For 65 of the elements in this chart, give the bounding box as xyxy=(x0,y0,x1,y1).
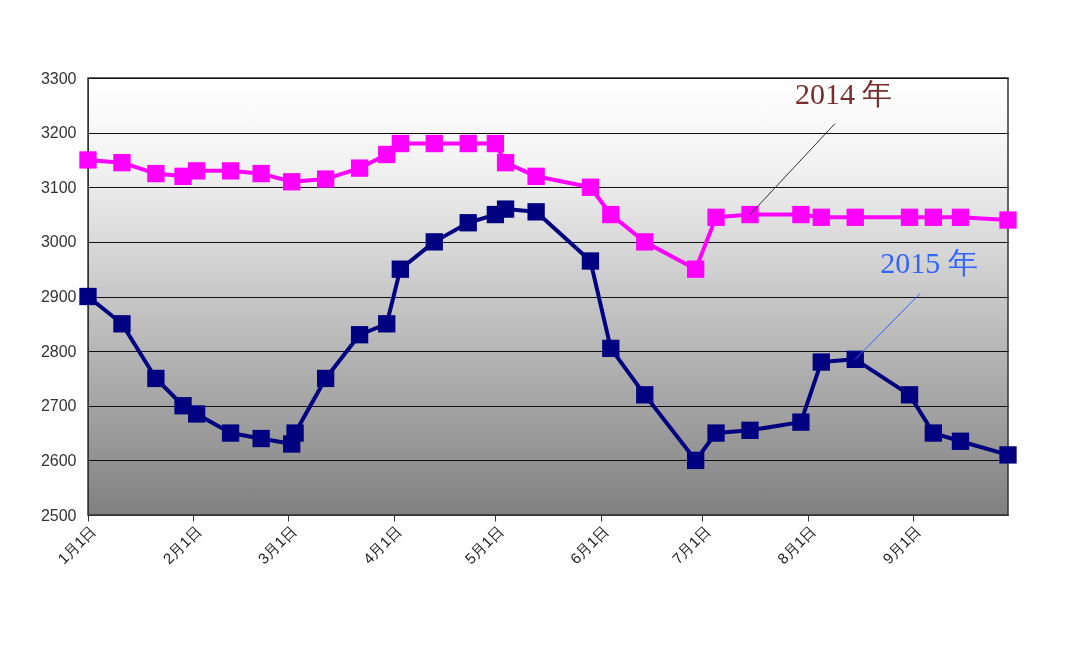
x-tick-label: 8月1日 xyxy=(773,522,819,568)
point xyxy=(900,386,919,404)
text: 2014 年 xyxy=(794,76,893,110)
x-tick-label: 9月1日 xyxy=(879,522,925,568)
point xyxy=(459,214,477,232)
point xyxy=(378,315,396,333)
point xyxy=(286,424,304,442)
y-tick-label: 3200 xyxy=(40,124,77,142)
y-tick-label: 3300 xyxy=(40,69,77,87)
point xyxy=(999,211,1017,229)
point xyxy=(792,205,810,224)
point xyxy=(496,200,515,218)
point xyxy=(951,208,970,226)
point xyxy=(687,451,705,470)
y-tick-label: 2800 xyxy=(40,342,77,360)
point xyxy=(636,386,654,404)
point xyxy=(425,233,443,251)
point xyxy=(951,432,970,450)
point xyxy=(316,170,335,188)
point xyxy=(741,205,759,224)
point xyxy=(846,350,864,368)
point xyxy=(391,134,409,153)
point xyxy=(527,167,545,185)
x-tick-label: 1月1日 xyxy=(54,522,100,568)
x-tick-label: 2月1日 xyxy=(159,522,205,568)
point xyxy=(581,252,600,270)
point xyxy=(283,173,301,191)
point xyxy=(636,233,654,251)
point xyxy=(924,424,942,442)
point xyxy=(350,159,369,177)
point xyxy=(812,208,830,226)
point xyxy=(425,134,443,153)
point xyxy=(391,260,409,278)
x-tick-label: 3月1日 xyxy=(254,522,300,568)
point xyxy=(581,178,600,196)
y-tick-label: 3100 xyxy=(40,178,77,196)
point xyxy=(350,326,369,344)
point xyxy=(900,208,919,226)
point xyxy=(602,339,620,358)
y-tick-label: 2600 xyxy=(40,451,77,469)
x-tick-label: 6月1日 xyxy=(566,522,612,568)
x-tick-label: 5月1日 xyxy=(461,522,507,568)
x-tick-label: 4月1日 xyxy=(359,522,405,568)
point xyxy=(741,421,759,439)
point xyxy=(707,424,725,442)
point xyxy=(846,208,864,226)
point xyxy=(812,353,830,371)
text: 2015 年 xyxy=(880,246,978,280)
y-tick-label: 2500 xyxy=(40,506,77,524)
y-tick-label: 2700 xyxy=(40,397,77,415)
point xyxy=(924,208,942,226)
point xyxy=(486,134,505,153)
point xyxy=(687,260,705,278)
y-tick-label: 2900 xyxy=(40,288,77,305)
point xyxy=(999,446,1017,464)
y-tick-label: 3000 xyxy=(40,233,77,251)
point xyxy=(459,134,477,153)
point xyxy=(378,145,396,164)
point xyxy=(707,208,725,226)
point xyxy=(602,205,620,224)
point xyxy=(496,154,515,172)
point xyxy=(792,413,810,431)
x-tick-label: 7月1日 xyxy=(668,522,714,568)
point xyxy=(316,369,335,388)
point xyxy=(527,203,545,221)
